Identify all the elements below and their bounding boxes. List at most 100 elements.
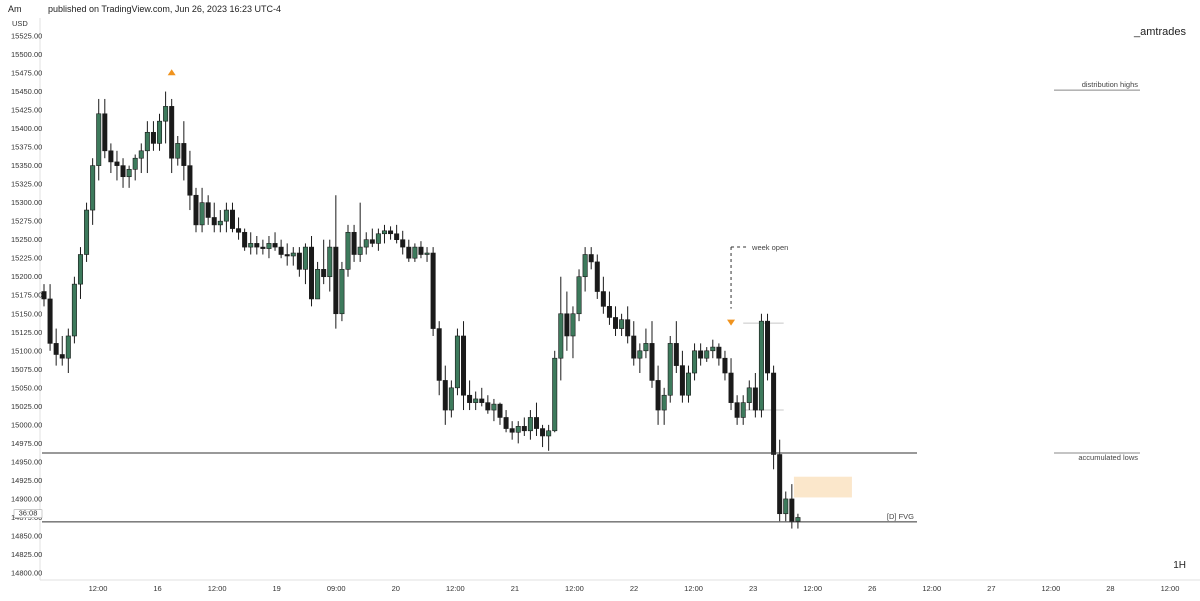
candle[interactable] — [248, 232, 254, 255]
candle[interactable] — [503, 410, 509, 433]
candle[interactable] — [564, 291, 570, 351]
candle[interactable] — [436, 321, 442, 396]
candle[interactable] — [600, 276, 606, 314]
candle[interactable] — [327, 239, 333, 292]
candle[interactable] — [594, 254, 600, 299]
candle[interactable] — [144, 121, 150, 174]
candle[interactable] — [357, 202, 363, 262]
candle[interactable] — [588, 247, 594, 270]
candle[interactable] — [381, 224, 387, 244]
candle[interactable] — [685, 365, 691, 403]
candle[interactable] — [211, 202, 217, 233]
candle[interactable] — [150, 121, 156, 151]
candle[interactable] — [187, 150, 193, 211]
candle[interactable] — [199, 187, 205, 233]
candle[interactable] — [309, 235, 315, 307]
candle[interactable] — [430, 247, 436, 336]
candle[interactable] — [394, 224, 400, 244]
candle[interactable] — [284, 243, 290, 266]
candle[interactable] — [509, 421, 515, 440]
candle[interactable] — [752, 373, 758, 418]
candle[interactable] — [667, 335, 673, 403]
candle[interactable] — [290, 247, 296, 266]
candle[interactable] — [412, 243, 418, 262]
candle[interactable] — [479, 387, 485, 407]
candle[interactable] — [661, 387, 667, 425]
candle[interactable] — [59, 335, 65, 366]
candle[interactable] — [540, 424, 546, 448]
candle[interactable] — [679, 350, 685, 403]
candle[interactable] — [229, 202, 235, 233]
candle[interactable] — [400, 230, 406, 255]
candle[interactable] — [169, 98, 175, 174]
candle[interactable] — [77, 247, 83, 299]
candle[interactable] — [570, 306, 576, 359]
candle[interactable] — [315, 261, 321, 300]
candle[interactable] — [163, 91, 169, 144]
candle[interactable] — [497, 402, 503, 425]
candle[interactable] — [424, 247, 430, 262]
candle[interactable] — [552, 350, 558, 433]
candle[interactable] — [740, 395, 746, 425]
candle[interactable] — [673, 321, 679, 374]
candle[interactable] — [351, 224, 357, 262]
candle[interactable] — [728, 358, 734, 411]
candle[interactable] — [96, 98, 102, 181]
candle[interactable] — [533, 402, 539, 436]
candle[interactable] — [467, 380, 473, 411]
candle[interactable] — [722, 350, 728, 381]
candle[interactable] — [217, 210, 223, 233]
candle[interactable] — [521, 417, 527, 436]
candle[interactable] — [102, 98, 108, 159]
candle[interactable] — [126, 165, 132, 188]
candle[interactable] — [71, 276, 77, 344]
candle[interactable] — [746, 380, 752, 411]
candle[interactable] — [333, 195, 339, 329]
candle[interactable] — [406, 239, 412, 262]
candle[interactable] — [454, 328, 460, 396]
candle[interactable] — [321, 239, 327, 285]
candle[interactable] — [47, 284, 53, 351]
candle[interactable] — [302, 243, 308, 285]
candle[interactable] — [108, 143, 114, 174]
candle[interactable] — [461, 321, 467, 411]
candle[interactable] — [771, 365, 777, 470]
candle[interactable] — [132, 154, 138, 181]
candle[interactable] — [655, 365, 661, 425]
candle[interactable] — [558, 276, 564, 381]
candle[interactable] — [90, 158, 96, 225]
candle[interactable] — [448, 380, 454, 418]
candle[interactable] — [53, 328, 59, 366]
candle[interactable] — [758, 313, 764, 418]
candle[interactable] — [765, 313, 771, 381]
candle[interactable] — [692, 343, 698, 381]
candle[interactable] — [777, 439, 783, 522]
candle[interactable] — [631, 321, 637, 366]
candle[interactable] — [157, 113, 163, 151]
candle[interactable] — [783, 491, 789, 522]
candle[interactable] — [363, 232, 369, 255]
candle[interactable] — [698, 343, 704, 366]
candle[interactable] — [41, 284, 47, 307]
candle[interactable] — [205, 195, 211, 225]
candle[interactable] — [175, 135, 181, 166]
candle[interactable] — [272, 232, 278, 251]
candle[interactable] — [138, 143, 144, 174]
candle[interactable] — [266, 235, 272, 259]
candle[interactable] — [716, 343, 722, 366]
candle[interactable] — [527, 410, 533, 440]
candle[interactable] — [369, 228, 375, 248]
candle[interactable] — [442, 365, 448, 425]
candle[interactable] — [339, 261, 345, 322]
candle[interactable] — [388, 226, 394, 240]
candle[interactable] — [193, 187, 199, 233]
candle[interactable] — [704, 347, 710, 362]
candle[interactable] — [485, 395, 491, 414]
candle[interactable] — [643, 328, 649, 359]
candle[interactable] — [223, 202, 229, 233]
candle[interactable] — [546, 424, 552, 451]
candle[interactable] — [254, 235, 260, 255]
candle[interactable] — [625, 306, 631, 344]
candle[interactable] — [84, 202, 90, 262]
